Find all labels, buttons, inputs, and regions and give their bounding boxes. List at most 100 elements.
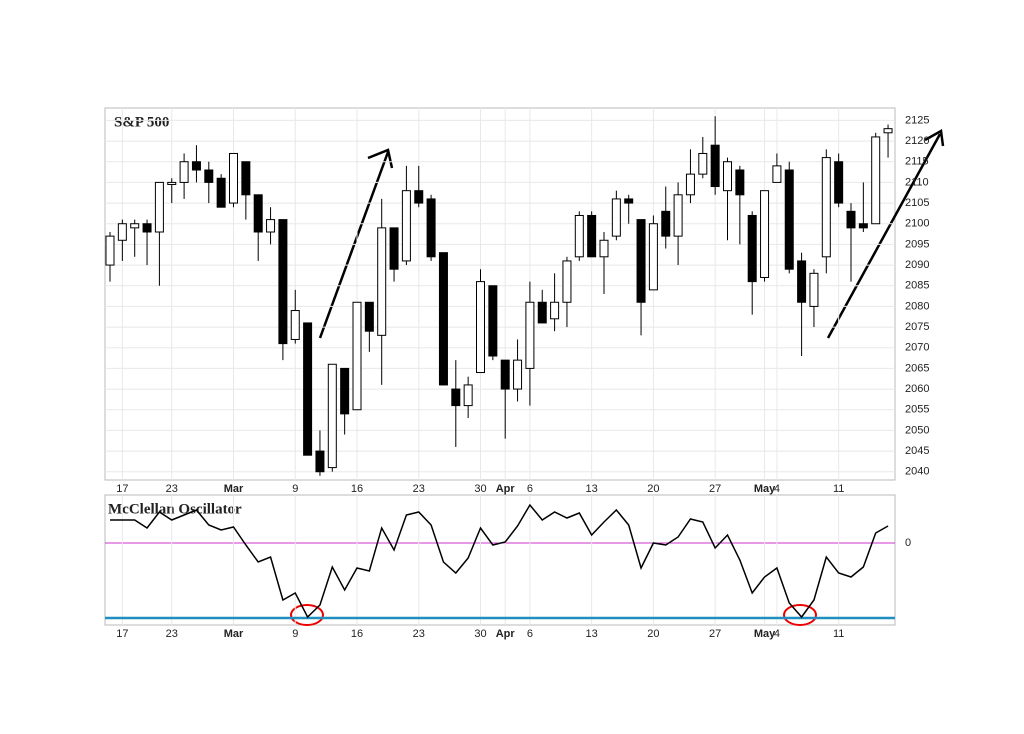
candle-body [661, 210, 671, 237]
candle-body [624, 198, 634, 204]
x-tick-label: 11 [833, 483, 844, 495]
candle-body [352, 301, 362, 411]
arrow [318, 151, 390, 339]
x-tick-label: Mar [224, 628, 244, 640]
y-tick-label: 2055 [905, 404, 929, 416]
x-tick-label: 30 [474, 628, 486, 640]
candle-body [685, 173, 695, 196]
y-tick-label: 2060 [905, 383, 929, 395]
candle-body [117, 223, 127, 241]
candle-body [105, 235, 115, 266]
x-tick-label: Mar [224, 483, 244, 495]
candle-body [821, 157, 831, 258]
candle-body [364, 301, 374, 332]
candle-body [488, 285, 498, 357]
x-tick-label: 23 [413, 628, 425, 640]
candle-body [673, 194, 683, 237]
oscillator-title: McClellan Oscillator [108, 501, 242, 517]
x-tick-label: 6 [527, 483, 533, 495]
candle-body [784, 169, 794, 270]
x-tick-label: 17 [116, 483, 128, 495]
candle-body [525, 301, 535, 369]
candle-body [426, 198, 436, 258]
x-tick-label: 20 [647, 628, 659, 640]
y-tick-label: 2085 [905, 280, 929, 292]
x-tick-label: 16 [351, 628, 363, 640]
x-tick-label: 13 [586, 628, 598, 640]
y-tick-label: 2070 [905, 342, 929, 354]
oscillator-line [110, 503, 889, 619]
x-tick-label: May [754, 483, 776, 495]
candle-body [723, 161, 732, 192]
candle-body [599, 239, 609, 258]
arrow-head [367, 148, 394, 169]
x-tick-label: May [754, 628, 776, 640]
x-tick-label: 6 [527, 628, 533, 640]
candle-body [179, 161, 189, 183]
candle-body [229, 152, 238, 204]
candle-body [574, 214, 584, 258]
candle-body [562, 260, 572, 303]
candle-body [710, 144, 720, 188]
y-tick-label: 2050 [905, 424, 929, 436]
arrow-head [924, 129, 945, 147]
candle-body [747, 214, 757, 283]
candle-body [500, 359, 510, 390]
candle-body [167, 181, 177, 185]
y-tick-label: 2080 [905, 300, 929, 312]
y-tick-label: 2125 [905, 114, 929, 126]
x-tick-label: 4 [774, 483, 780, 495]
candle-body [735, 169, 745, 196]
candle-body [476, 281, 485, 374]
candle-body [611, 198, 621, 237]
candle-body [698, 152, 708, 175]
x-tick-label: 20 [647, 483, 659, 495]
y-tick-label: 2065 [905, 362, 929, 374]
x-tick-label: Apr [496, 628, 516, 640]
candle-body [241, 161, 251, 196]
candle-body [438, 252, 448, 386]
candle-body [537, 301, 547, 324]
candle-body [648, 223, 658, 291]
candle-body [414, 190, 424, 204]
x-tick-label: 17 [116, 628, 128, 640]
x-tick-label: 13 [586, 483, 598, 495]
candle-body [760, 190, 770, 278]
price-panel [104, 107, 896, 481]
candle-body [389, 227, 399, 270]
candle-body [451, 388, 461, 407]
x-tick-label: 9 [292, 628, 298, 640]
x-tick-label: 11 [833, 628, 844, 640]
candle-body [772, 165, 782, 183]
y-tick-label: 2095 [905, 238, 929, 250]
arrow [826, 133, 942, 339]
candle-body [834, 161, 844, 204]
x-tick-label: 4 [774, 628, 780, 640]
y-tick-label: 2100 [905, 218, 929, 230]
candle-body [377, 227, 387, 336]
candle-body [846, 210, 856, 229]
y-tick-label: 0 [905, 537, 911, 549]
y-tick-label: 2040 [905, 466, 929, 478]
circles [290, 604, 817, 626]
chart-title: S&P 500 [114, 114, 169, 130]
y-tick-label: 2045 [905, 445, 929, 457]
candle-body [871, 136, 881, 225]
candle-body [883, 128, 893, 134]
candle-body [204, 169, 214, 183]
highlight-circle [290, 604, 324, 626]
x-tick-label: 23 [413, 483, 425, 495]
x-tick-label: 27 [709, 628, 721, 640]
candle-body [290, 310, 300, 340]
candle-body [797, 260, 807, 303]
y-tick-label: 2105 [905, 197, 929, 209]
candle-body [858, 223, 868, 229]
candle-body [315, 450, 325, 473]
y-tick-label: 2120 [905, 135, 929, 147]
candle-body [401, 190, 411, 262]
x-tick-label: 9 [292, 483, 298, 495]
candle-body [513, 359, 523, 390]
candle-body [587, 214, 597, 258]
x-tick-label: 23 [166, 628, 178, 640]
